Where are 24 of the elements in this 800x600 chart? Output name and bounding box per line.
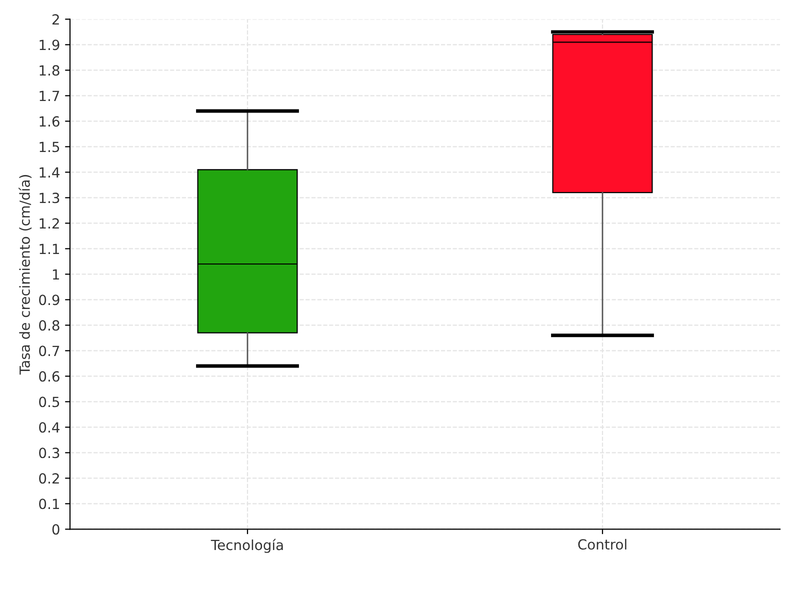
y-tick-label: 0.7 — [39, 346, 60, 356]
y-tick-label: 1 — [52, 269, 59, 280]
y-tick-label: 0.5 — [39, 396, 60, 408]
y-tick-label: 0 — [52, 524, 60, 535]
y-tick-label: 0.3 — [39, 448, 60, 458]
y-tick-label: 1.2 — [40, 218, 59, 228]
y-tick-label: 0.9 — [39, 294, 60, 306]
y-tick-label: 0.4 — [39, 422, 60, 433]
y-tick-label: 1.6 — [40, 116, 60, 127]
y-tick-label: 0.2 — [39, 473, 59, 484]
y-tick-label: 1.3 — [40, 192, 60, 204]
y-tick-label: 1.4 — [40, 167, 60, 178]
y-tick-label: 1.5 — [40, 142, 60, 152]
y-tick-label: 1.9 — [40, 40, 60, 50]
y-tick-label: 2 — [52, 14, 59, 24]
y-tick-label: 0.1 — [39, 498, 59, 510]
y-tick-label: 0.6 — [39, 371, 60, 382]
y-axis-title: Tasa de crecimiento (cm/día) — [18, 175, 32, 375]
y-tick-label: 1.7 — [40, 90, 60, 101]
y-tick-label: 0.8 — [39, 320, 60, 331]
x-tick-label: Control — [578, 538, 626, 550]
x-tick-label: Tecnología — [210, 538, 283, 553]
y-tick-label: 1.8 — [40, 65, 60, 76]
y-tick-label: 1.1 — [40, 244, 59, 254]
